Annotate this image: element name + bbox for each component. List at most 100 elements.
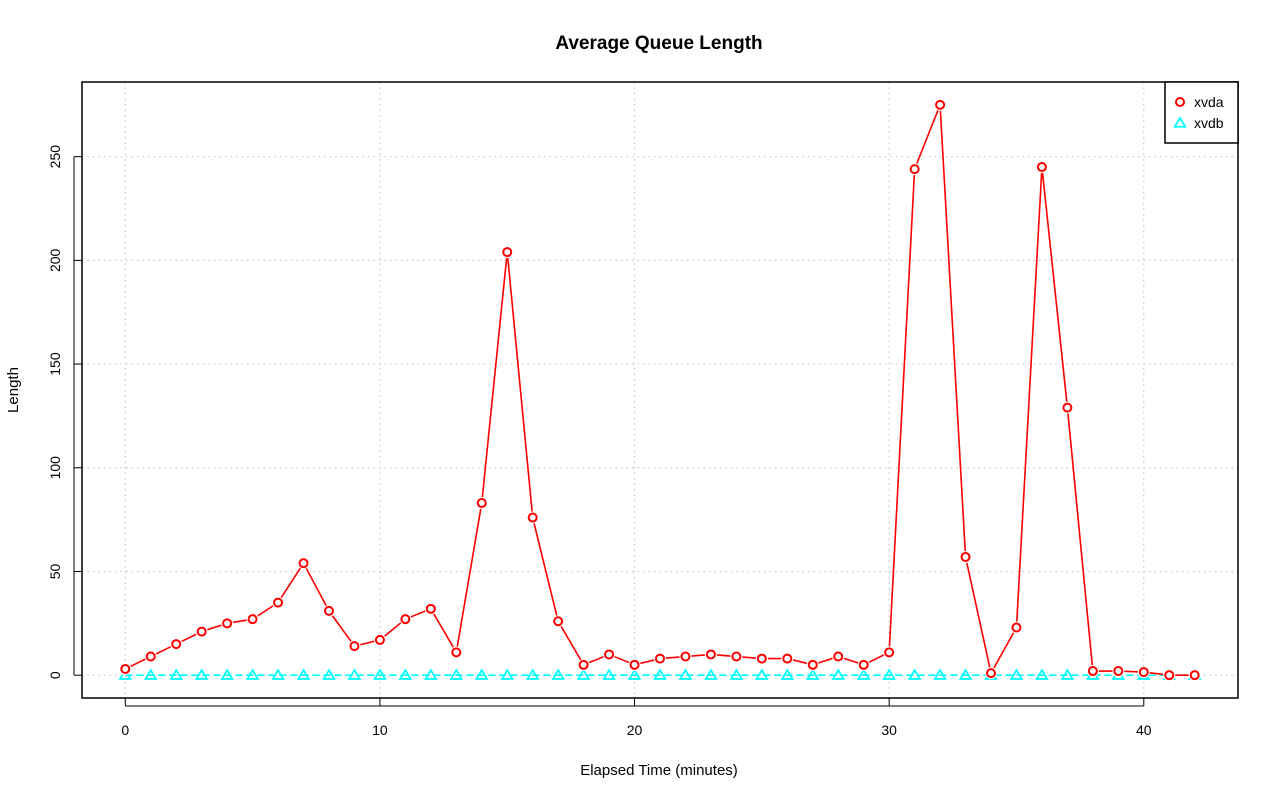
data-point: [398, 668, 413, 680]
legend-box: [1164, 81, 1239, 144]
data-point: [222, 618, 233, 629]
data-point: [1173, 116, 1187, 128]
legend: xvda xvdb: [1164, 81, 1239, 144]
data-point: [551, 668, 565, 680]
data-point: [349, 641, 360, 652]
y-axis: 0 50 100 150 200 250: [47, 145, 82, 679]
data-point: [145, 651, 156, 662]
data-point: [705, 649, 716, 660]
data-point: [273, 597, 284, 608]
legend-label: xvdb: [1194, 115, 1224, 131]
x-tick-label: 40: [1136, 722, 1152, 738]
data-point: [1011, 622, 1022, 633]
data-point: [347, 668, 362, 680]
x-tick-label: 30: [881, 722, 897, 738]
data-point: [831, 668, 846, 680]
data-point: [247, 614, 258, 625]
data-point: [196, 626, 207, 637]
y-tick-label: 150: [47, 352, 63, 376]
x-tick-label: 10: [372, 722, 388, 738]
data-point: [780, 668, 795, 680]
data-point: [474, 668, 489, 680]
data-point: [525, 668, 540, 680]
data-point: [833, 651, 844, 662]
data-point: [1175, 97, 1185, 107]
data-point: [143, 668, 158, 680]
data-point: [423, 668, 438, 680]
data-point: [500, 668, 515, 680]
data-point: [909, 164, 920, 175]
x-axis-label: Elapsed Time (minutes): [580, 762, 738, 779]
data-point: [169, 668, 184, 680]
data-point: [1062, 402, 1073, 413]
data-point: [576, 668, 591, 680]
data-point: [782, 653, 793, 664]
data-point: [296, 668, 311, 680]
data-point: [171, 639, 182, 650]
plot-frame: [81, 81, 1239, 699]
chart-title: Average Queue Length: [555, 33, 762, 54]
data-point: [425, 603, 436, 614]
legend-label: xvda: [1194, 94, 1224, 110]
data-point: [1138, 667, 1149, 678]
data-point: [604, 649, 615, 660]
data-point: [629, 659, 640, 670]
data-point: [882, 668, 897, 680]
data-point: [120, 663, 131, 674]
data-point: [884, 647, 895, 658]
data-point: [271, 668, 285, 680]
data-point: [704, 668, 718, 680]
data-point: [451, 647, 462, 658]
data-point: [323, 605, 334, 616]
y-axis-label: Length: [5, 367, 22, 413]
series-line: [124, 104, 1195, 676]
data-point: [933, 668, 947, 680]
data-point: [807, 659, 818, 670]
data-point: [1113, 666, 1124, 677]
data-point: [1035, 668, 1049, 680]
data-point: [1087, 666, 1098, 677]
data-point: [960, 551, 971, 562]
data-point: [194, 668, 209, 680]
y-tick-label: 200: [47, 248, 63, 272]
data-point: [322, 668, 336, 680]
data-point: [907, 668, 922, 680]
data-point: [680, 651, 691, 662]
y-tick-label: 100: [47, 456, 63, 480]
data-point: [373, 668, 387, 680]
series-xvda: [119, 98, 1201, 682]
data-point: [805, 668, 820, 680]
data-point: [858, 659, 869, 670]
data-point: [602, 668, 616, 680]
data-point: [756, 653, 767, 664]
data-point: [374, 634, 385, 645]
data-point: [476, 498, 487, 509]
data-point: [653, 668, 667, 680]
data-point: [502, 247, 513, 258]
data-point: [1164, 670, 1175, 681]
data-point: [298, 558, 309, 569]
x-tick-label: 20: [627, 722, 643, 738]
data-point: [400, 614, 411, 625]
data-point: [1009, 668, 1024, 680]
grid: [82, 82, 1238, 698]
data-point: [655, 653, 665, 664]
data-point: [729, 668, 744, 680]
data-point: [1189, 670, 1200, 681]
data-point: [220, 668, 234, 680]
x-axis: 0 10 20 30 40: [121, 698, 1152, 738]
data-point: [553, 616, 564, 627]
data-point: [118, 668, 133, 680]
series-xvdb: [118, 668, 1202, 680]
y-tick-label: 0: [47, 671, 63, 679]
x-tick-label: 0: [121, 722, 129, 738]
data-point: [527, 512, 538, 523]
data-point: [1036, 162, 1047, 173]
data-point: [678, 668, 693, 680]
data-point: [935, 99, 946, 110]
data-point: [986, 668, 997, 679]
data-point: [627, 668, 642, 680]
data-point: [449, 668, 464, 680]
data-point: [1060, 668, 1075, 680]
